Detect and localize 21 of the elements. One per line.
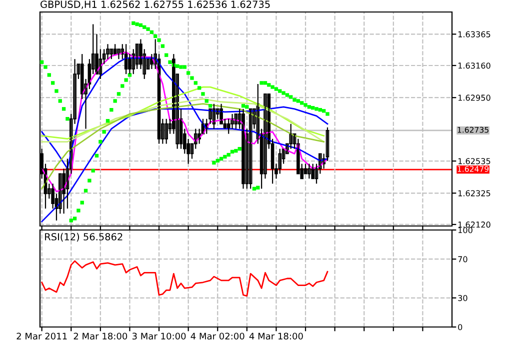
x-tick-label: 4 Mar 02:00 [190, 332, 244, 340]
x-tick-label: 2 Mar 18:00 [74, 332, 128, 340]
chart-title: RSI(12) 56.5862 [45, 232, 122, 242]
y-tick-label: 1.62120 [458, 222, 490, 228]
line-series [41, 260, 328, 297]
x-tick-label: 4 Mar 18:00 [249, 332, 303, 340]
line-series [41, 98, 325, 142]
line-series [41, 86, 325, 140]
y-tick-label: 1.62535 [458, 158, 490, 164]
chart-title: GBPUSD,H1 1.62562 1.62755 1.62536 1.62735 [40, 0, 270, 9]
y-tick-label: 30 [458, 294, 468, 302]
y-tick-label: 70 [458, 256, 468, 262]
y-tick-label: 1.63160 [458, 62, 490, 69]
y-tick-label: 1.62950 [458, 94, 490, 101]
x-tick-label: 2 Mar 2011 [16, 332, 67, 340]
y-tick-label: 1.63365 [458, 31, 490, 38]
x-tick-label: 3 Mar 10:00 [132, 332, 186, 340]
line-series [41, 103, 325, 190]
y-tick-label: 100 [458, 227, 472, 234]
y-tick-label: 0 [458, 324, 462, 330]
y-tick-label: 1.62325 [458, 190, 490, 196]
